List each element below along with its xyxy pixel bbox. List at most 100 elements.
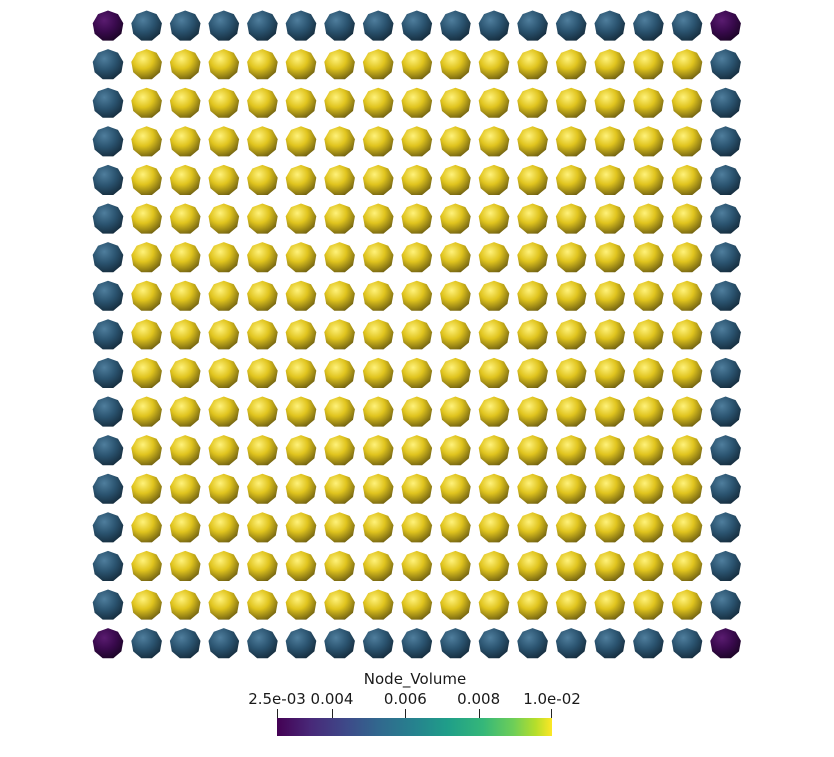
node-sphere-interior [555,473,587,504]
node-sphere-edge [247,628,278,659]
node-sphere-interior [440,242,471,273]
node-sphere-interior [401,319,433,350]
node-sphere-interior [478,164,510,195]
node-sphere-interior [478,396,510,427]
node-sphere-interior [324,87,355,118]
node-sphere-interior [555,87,587,118]
node-sphere-edge [285,628,317,659]
node-sphere-interior [362,280,394,311]
node-sphere-edge [131,10,162,41]
node-sphere-interior [208,319,240,350]
node-sphere-interior [285,473,317,504]
node-sphere-interior [555,319,587,350]
node-sphere-interior [517,473,548,504]
node-sphere-interior [324,126,355,157]
node-sphere-interior [247,512,278,543]
colorbar-tick-label: 0.004 [310,690,354,708]
node-sphere-interior [594,126,626,157]
node-sphere-interior [401,203,433,234]
node-sphere-interior [247,126,278,157]
node-sphere-edge [92,357,124,388]
node-sphere-interior [401,550,433,581]
node-sphere-interior [440,396,471,427]
node-sphere-interior [478,550,510,581]
node-sphere-interior [594,589,626,620]
node-sphere-edge [131,628,162,659]
node-sphere-interior [247,242,278,273]
node-sphere-interior [131,512,162,543]
node-sphere-interior [169,164,201,195]
node-sphere-interior [247,396,278,427]
colorbar-tick-mark [551,709,552,718]
node-sphere-interior [324,280,355,311]
node-sphere-edge [92,49,124,80]
colorbar-tick-mark [405,709,407,718]
node-sphere-interior [131,280,162,311]
colorbar-tick-mark [277,709,278,718]
node-sphere-interior [555,203,587,234]
node-sphere-edge [440,628,471,659]
node-sphere-interior [633,396,664,427]
node-sphere-interior [401,242,433,273]
node-sphere-edge [594,628,626,659]
node-sphere-interior [555,589,587,620]
node-sphere-interior [208,589,240,620]
node-sphere-interior [555,550,587,581]
node-sphere-interior [169,319,201,350]
node-sphere-interior [478,49,510,80]
node-sphere-interior [169,435,201,466]
node-sphere-interior [285,512,317,543]
node-sphere-interior [633,87,664,118]
node-sphere-interior [131,49,162,80]
node-sphere-interior [517,396,548,427]
node-sphere-interior [169,396,201,427]
node-sphere-interior [131,319,162,350]
node-sphere-interior [401,49,433,80]
node-sphere-interior [169,550,201,581]
node-sphere-interior [401,280,433,311]
node-sphere-interior [208,164,240,195]
node-sphere-interior [671,319,703,350]
node-sphere-edge [440,10,471,41]
node-sphere-interior [362,319,394,350]
node-sphere-edge [92,396,124,427]
node-sphere-interior [478,589,510,620]
node-sphere-interior [362,589,394,620]
node-sphere-interior [131,473,162,504]
node-sphere-interior [324,435,355,466]
node-sphere-interior [594,550,626,581]
node-sphere-interior [169,126,201,157]
node-sphere-interior [671,512,703,543]
node-sphere-edge [92,242,124,273]
node-sphere-edge [710,357,741,388]
node-sphere-interior [169,49,201,80]
node-sphere-interior [440,126,471,157]
node-sphere-interior [633,357,664,388]
node-sphere-interior [671,242,703,273]
node-sphere-corner [92,628,124,659]
node-sphere-corner [92,10,124,41]
node-sphere-interior [671,435,703,466]
node-sphere-edge [401,628,433,659]
node-sphere-edge [710,87,741,118]
node-sphere-interior [362,550,394,581]
node-sphere-edge [633,10,664,41]
node-sphere-edge [92,512,124,543]
node-sphere-interior [362,435,394,466]
node-sphere-interior [633,280,664,311]
node-sphere-interior [671,126,703,157]
node-sphere-interior [285,164,317,195]
node-sphere-interior [285,203,317,234]
node-sphere-edge [633,628,664,659]
node-sphere-edge [92,164,124,195]
colorbar-tick-label: 1.0e-02 [523,690,581,708]
node-sphere-edge [710,396,741,427]
colorbar-title: Node_Volume [363,670,467,688]
node-sphere-edge [92,319,124,350]
node-sphere-interior [285,49,317,80]
node-sphere-interior [478,126,510,157]
node-sphere-interior [440,435,471,466]
node-sphere-edge [710,203,741,234]
colorbar-tick-label: 0.008 [457,690,501,708]
